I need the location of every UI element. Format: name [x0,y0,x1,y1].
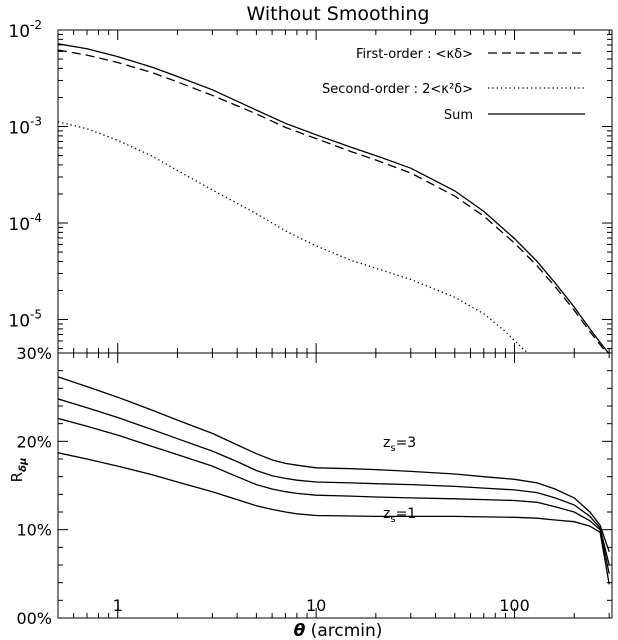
top-panel: 10-210-310-410-5 [8,18,613,354]
ratio-curve-1 [58,376,610,553]
bottom-series [58,376,610,585]
x-tick-label: 100 [499,596,530,615]
top-y-tick-label: 10-4 [8,211,42,235]
series-first-order [58,49,608,353]
series-sum [58,43,610,353]
y-tick-base: 10 [8,215,30,235]
annotation-z: z [383,506,390,522]
annotation-zs3: zs=3 [383,435,416,454]
ratio-curve-2 [58,398,610,566]
bottom-y-tick-label: 30% [16,344,52,363]
chart-title: Without Smoothing [247,3,430,25]
y-tick-exponent: -5 [30,308,42,322]
legend-label: First-order : <κδ> [356,47,473,62]
y-tick-base: 10 [8,22,30,42]
top-y-tick-label: 10-2 [8,18,42,42]
legend-label: Sum [444,108,473,123]
annotation-value: =3 [396,435,417,451]
x-tick-label: 1 [113,596,123,615]
top-series [58,43,610,353]
annotation-sub: s [390,443,395,454]
series-second-order [58,121,529,353]
annotation-value: =1 [396,506,417,522]
x-axis-label: θ (arcmin) [294,621,383,640]
top-y-tick-label: 10-5 [8,308,42,332]
ratio-curve-3 [58,417,610,574]
y-tick-exponent: -4 [30,211,42,225]
y-tick-exponent: -2 [30,18,42,32]
annotation-z: z [383,435,390,451]
legend: First-order : <κδ> Second-order : 2<κ²δ> S… [322,47,585,123]
ratio-curve-4 [58,452,610,585]
annotation-zs1: zs=1 [383,506,416,525]
y-axis-label: Rδμ [8,458,29,483]
x-tick-label: 10 [306,596,326,615]
y-tick-base: 10 [8,119,30,139]
top-plot-frame [57,29,613,354]
bottom-y-tick-label: 00% [16,609,52,628]
y-tick-base: 10 [8,312,30,332]
bottom-y-tick-label: 20% [16,432,52,451]
x-axis-label-symbol: θ [294,621,306,640]
x-axis-label-unit: (arcmin) [305,621,382,640]
y-axis-label-main: R [8,472,26,482]
bottom-y-tick-label: 10% [16,521,52,540]
annotation-sub: s [390,514,395,525]
bottom-plot-frame [57,352,613,619]
legend-label: Second-order : 2<κ²δ> [322,82,473,97]
y-axis-label-sub: δμ [18,458,29,472]
y-tick-exponent: -3 [30,115,42,129]
top-y-tick-label: 10-3 [8,115,42,139]
